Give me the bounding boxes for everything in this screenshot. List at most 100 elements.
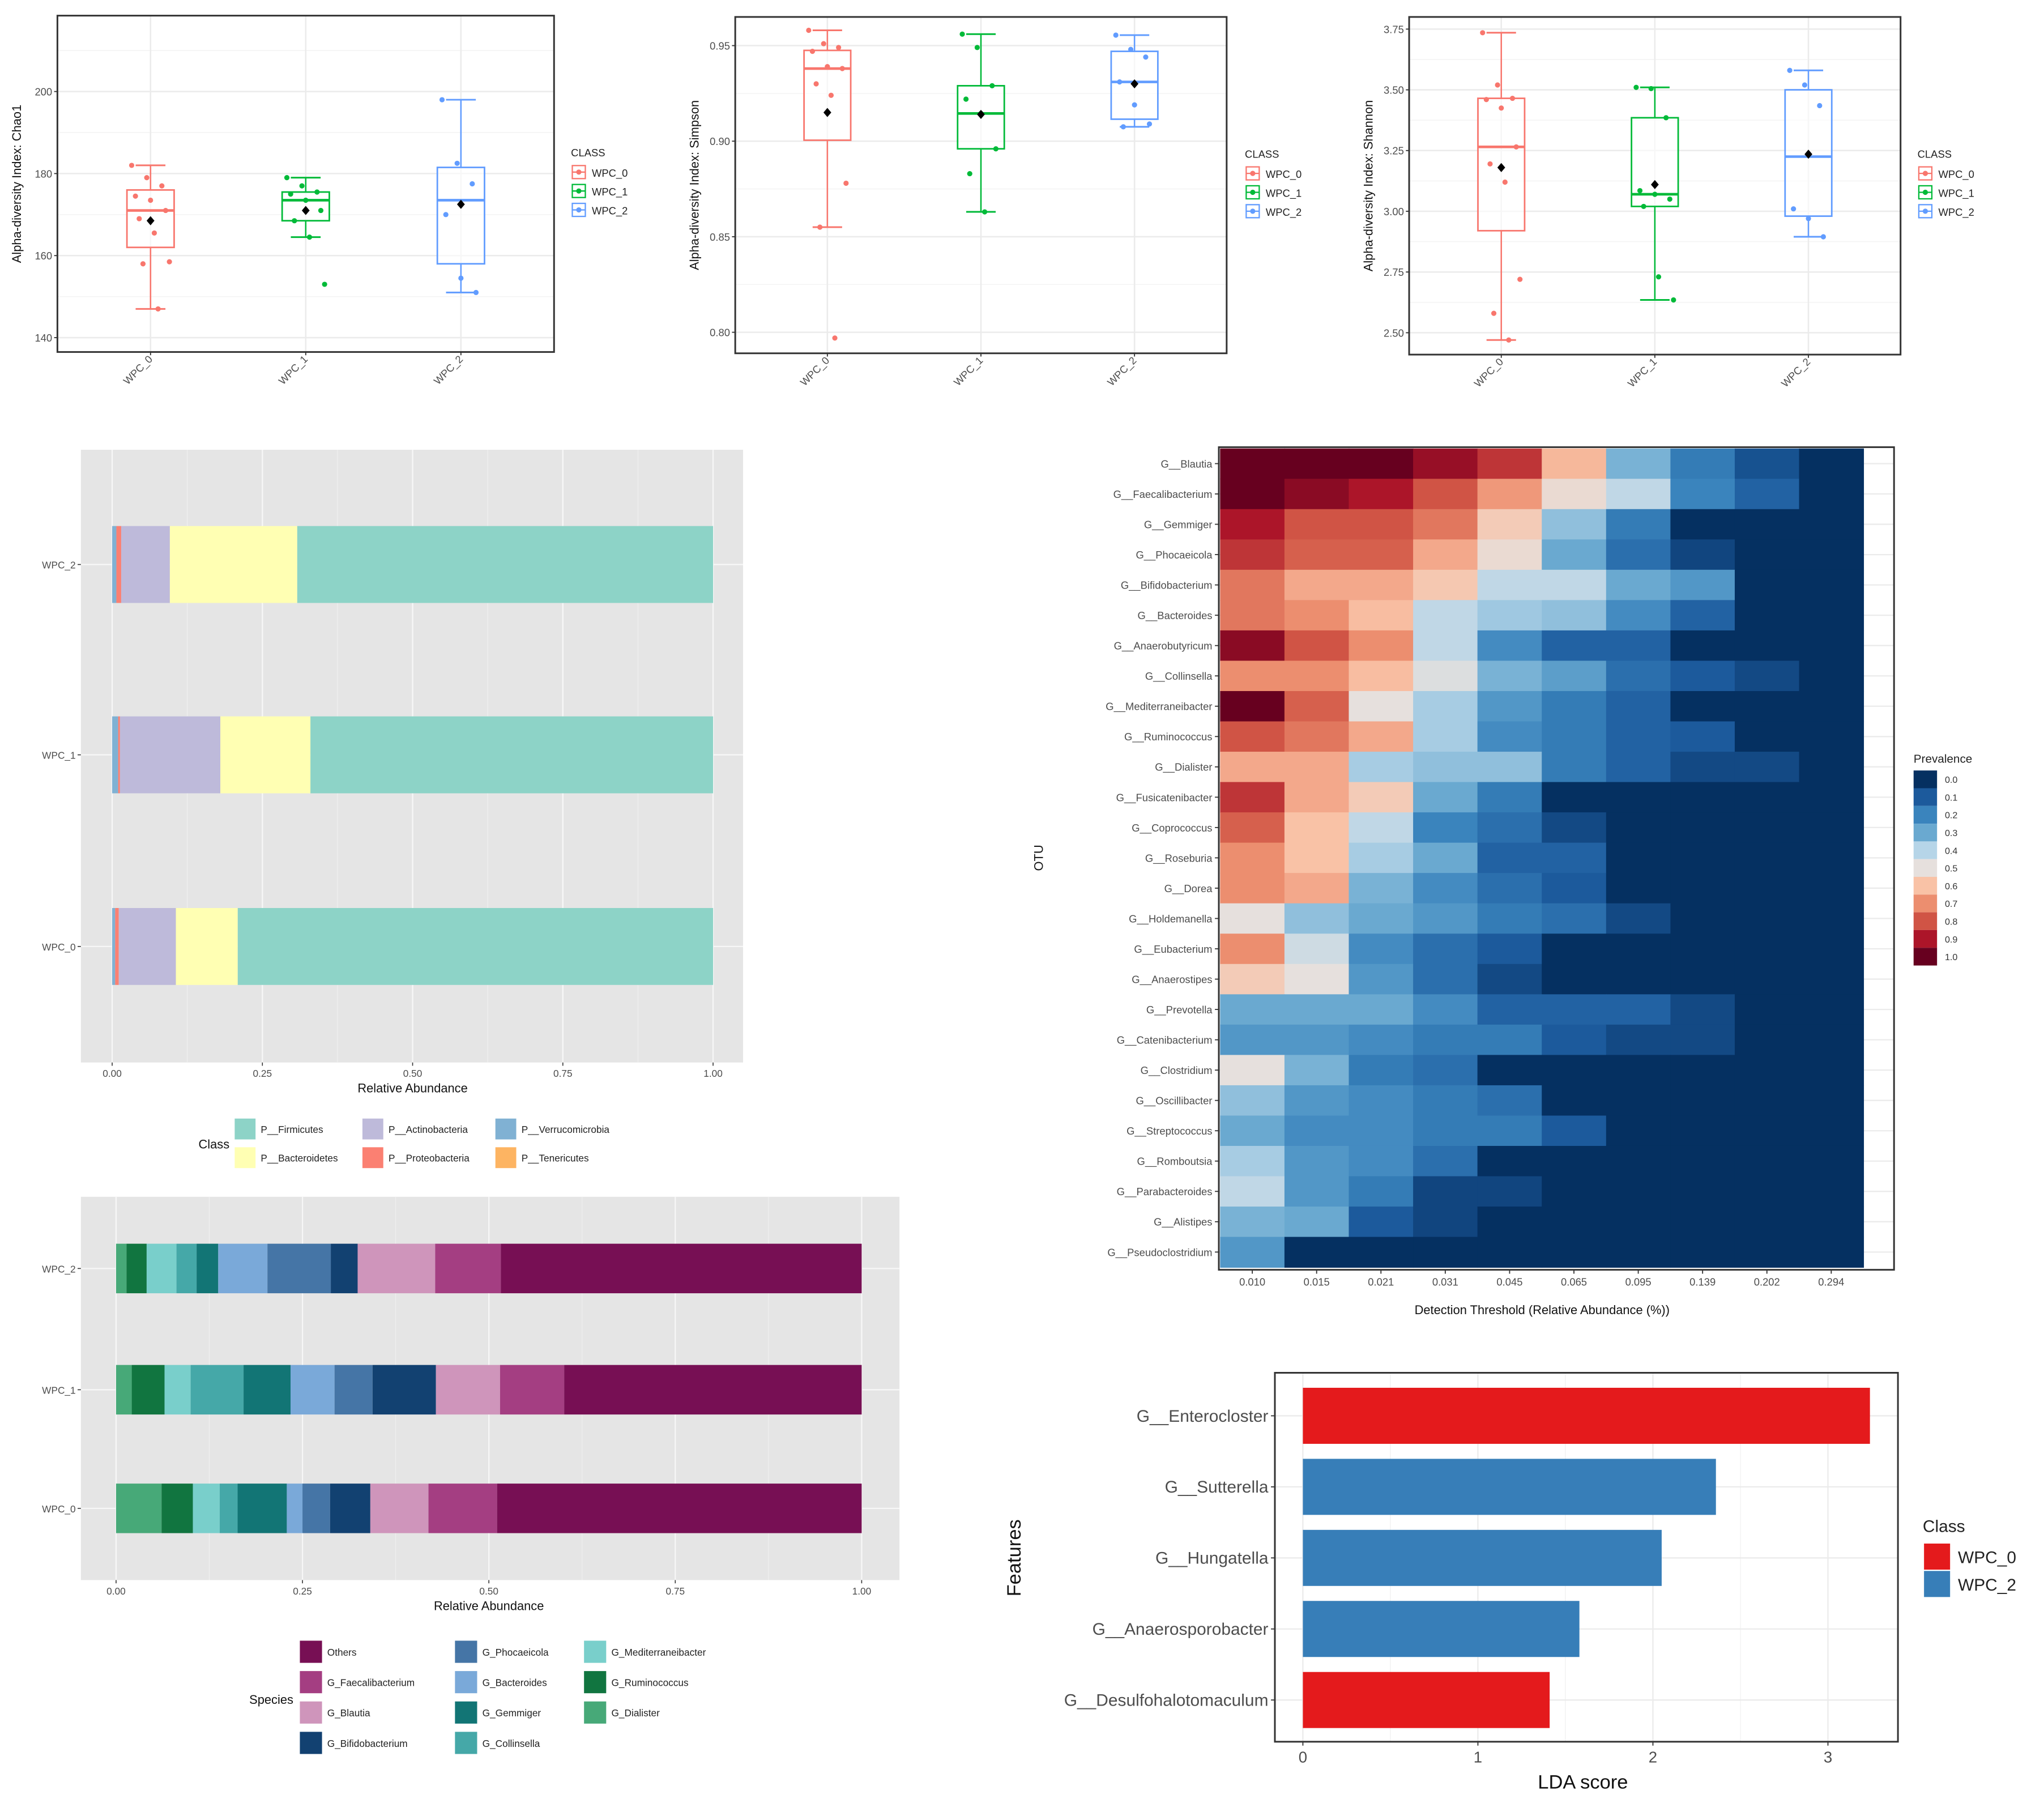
legend-label: 0.3	[1945, 828, 1957, 838]
mean-diamond	[977, 109, 985, 120]
heatmap-cell	[1670, 448, 1735, 480]
x-tick-label: 0.139	[1689, 1276, 1716, 1288]
mean-diamond	[146, 216, 155, 225]
legend-label: G_Bacteroides	[483, 1677, 547, 1689]
x-tick-label: 0.25	[293, 1585, 312, 1597]
heatmap-cell	[1542, 1237, 1607, 1268]
data-point	[133, 193, 138, 199]
y-tick-label: 160	[35, 250, 52, 262]
heatmap-cell	[1670, 539, 1735, 570]
heatmap-cell	[1542, 660, 1607, 692]
x-axis-title: Detection Threshold (Relative Abundance …	[1415, 1303, 1670, 1317]
y-tick-label: G__Collinsella	[1145, 670, 1213, 683]
legend-swatch	[1913, 770, 1938, 788]
legend-swatch	[300, 1671, 322, 1694]
data-point	[148, 197, 153, 203]
heatmap-cell	[1670, 479, 1735, 510]
y-tick-label: G__Desulfohalotomaculum	[1064, 1691, 1269, 1710]
y-axis-title: OTU	[1031, 845, 1046, 871]
heatmap-cell	[1542, 1115, 1607, 1146]
heatmap-cell	[1220, 509, 1285, 540]
data-point	[813, 81, 819, 87]
bar-segment-P__Verrucomicrobia	[112, 908, 116, 985]
heatmap-cell	[1670, 569, 1735, 601]
data-point	[825, 64, 830, 70]
data-point	[1487, 161, 1493, 167]
heatmap-cell	[1606, 994, 1671, 1025]
bar-segment-G_Ruminococcus	[161, 1484, 193, 1533]
legend-title: CLASS	[1918, 148, 1952, 160]
heatmap-cell	[1220, 1055, 1285, 1086]
data-point	[306, 235, 313, 240]
heatmap-cell	[1413, 600, 1478, 631]
bar-segment-G_Bifidobacterium	[330, 1484, 370, 1533]
bar-segment-P__Actinobacteria	[120, 716, 221, 794]
y-tick-label: G__Holdemanella	[1129, 913, 1213, 925]
heatmap-cell	[1606, 812, 1671, 843]
y-tick-label: G__Anaerosporobacter	[1093, 1620, 1269, 1639]
legend-swatch	[1913, 824, 1938, 842]
heatmap-cell	[1542, 873, 1607, 904]
stacked-bar-WPC_2	[112, 526, 714, 603]
y-tick-label: 3.25	[1384, 145, 1404, 157]
x-tick-label: 0	[1299, 1749, 1307, 1766]
heatmap-cell	[1606, 1207, 1671, 1238]
y-axis-title: Alpha-diversity Index: Chao1	[10, 105, 24, 263]
heatmap-cell	[1349, 1115, 1414, 1146]
data-point	[1667, 196, 1672, 202]
core-microbiome-heatmap: G__Blautia G__Faecalibacterium G__Gemmiger…	[1031, 446, 1972, 1317]
heatmap-cell	[1220, 1207, 1285, 1238]
heatmap-cell	[1349, 600, 1414, 631]
heatmap-cell	[1220, 690, 1285, 722]
y-tick-label: WPC_1	[42, 1384, 75, 1396]
bar-segment-G_Phocaeicola	[267, 1243, 331, 1294]
y-tick-label: WPC_0	[42, 941, 75, 953]
heatmap-cell	[1734, 1085, 1800, 1116]
box-WPC_1	[281, 175, 330, 287]
data-point	[821, 41, 826, 46]
data-point	[1509, 95, 1516, 101]
panel-border	[1408, 16, 1902, 356]
data-point	[1671, 297, 1676, 303]
x-tick-label: 0.75	[666, 1585, 685, 1597]
heatmap-cell	[1606, 1145, 1671, 1177]
heatmap-cell	[1670, 1055, 1735, 1086]
data-point	[443, 212, 449, 218]
data-point	[155, 306, 161, 312]
data-point	[299, 183, 305, 189]
bar-segment-G_Bifidobacterium	[331, 1243, 358, 1294]
heatmap-cell	[1284, 721, 1350, 752]
heatmap-cell	[1284, 812, 1350, 843]
heatmap-cell	[1220, 1145, 1285, 1177]
heatmap-cell	[1542, 690, 1607, 722]
heatmap-cell	[1734, 994, 1800, 1025]
data-point	[140, 261, 146, 267]
heatmap-cell	[1220, 964, 1285, 995]
legend-label: P__Firmicutes	[261, 1124, 323, 1135]
legend-swatch	[1913, 948, 1938, 966]
x-axis-title: Relative Abundance	[434, 1599, 544, 1613]
legend-item: P__Bacteroidetes	[234, 1147, 338, 1169]
box-WPC_0	[1477, 30, 1526, 343]
data-point	[167, 259, 172, 265]
data-point	[1652, 191, 1658, 197]
heatmap-cell	[1606, 752, 1671, 783]
x-tick-label: 0.065	[1561, 1276, 1587, 1288]
y-tick-label: G__Bacteroides	[1138, 609, 1213, 622]
x-tick-label: 0.50	[403, 1068, 423, 1079]
legend-item: Others	[300, 1640, 357, 1663]
heatmap-cell	[1413, 812, 1478, 843]
heatmap-cell	[1542, 1055, 1607, 1086]
heatmap-cell	[1542, 1085, 1607, 1116]
bar-segment-P__Actinobacteria	[121, 526, 170, 603]
heatmap-cell	[1734, 1024, 1800, 1056]
heatmap-cell	[1670, 1115, 1735, 1146]
legend-item: P__Firmicutes	[234, 1118, 323, 1140]
heatmap-cell	[1477, 994, 1543, 1025]
heatmap-cell	[1413, 690, 1478, 722]
data-point	[303, 197, 309, 203]
data-point	[1637, 187, 1643, 194]
x-tick-label: 0.75	[553, 1068, 573, 1079]
heatmap-cell	[1477, 1145, 1543, 1177]
heatmap-cell	[1349, 690, 1414, 722]
